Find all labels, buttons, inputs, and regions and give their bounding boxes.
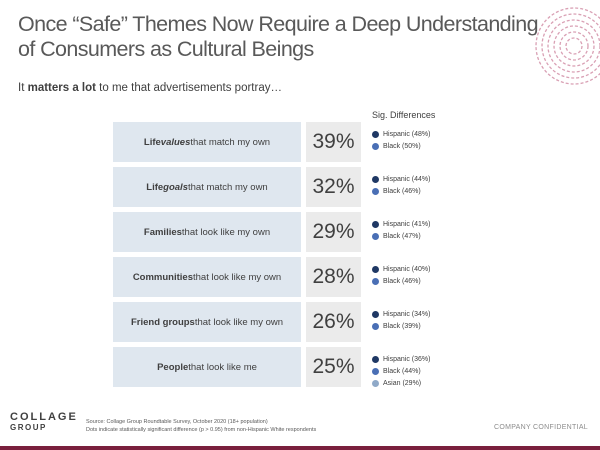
sig-difference-item: Black (46%) — [372, 275, 492, 287]
sig-difference-text: Black (47%) — [383, 232, 421, 240]
sig-difference-item: Black (47%) — [372, 230, 492, 242]
sig-differences-list: Hispanic (41%) Black (47%) — [372, 218, 492, 242]
company-logo: COLLAGE GROUP — [10, 411, 78, 433]
significance-dot-icon — [372, 130, 379, 138]
subtitle: It matters a lot to me that advertisemen… — [18, 82, 282, 94]
statement-row: People that look like me 25% Hispanic (36%… — [113, 347, 593, 387]
significance-dot-icon — [372, 187, 379, 195]
sig-difference-text: Black (39%) — [383, 322, 421, 330]
subtitle-suffix: to me that advertisements portray… — [95, 82, 282, 94]
sig-difference-item: Hispanic (36%) — [372, 353, 492, 365]
decorative-circle-pattern — [535, 7, 600, 85]
statement-row: Friend groups that look like my own 26% Hi… — [113, 302, 593, 342]
significance-dot-icon — [372, 310, 379, 318]
sig-difference-text: Black (46%) — [383, 187, 421, 195]
footnote: Source: Collage Group Roundtable Survey,… — [86, 418, 316, 434]
sig-difference-text: Black (50%) — [383, 142, 421, 150]
statement-keyword: Friend groups — [130, 316, 195, 328]
logo-line-2: GROUP — [10, 423, 47, 432]
statement-text: that match my own — [190, 136, 271, 148]
statement-row: Families that look like my own 29% Hispani… — [113, 212, 593, 252]
significance-dot-icon — [372, 355, 379, 363]
sig-difference-text: Black (46%) — [383, 277, 421, 285]
page-title: Once “Safe” Themes Now Require a Deep Un… — [18, 12, 539, 61]
statement-keyword: People — [157, 361, 189, 373]
sig-difference-item: Hispanic (34%) — [372, 308, 492, 320]
statement-label: Friend groups that look like my own — [113, 302, 301, 342]
confidential-label: COMPANY CONFIDENTIAL — [493, 424, 588, 431]
statement-row: Life goals that match my own 32% Hispanic … — [113, 167, 593, 207]
statement-label: People that look like me — [113, 347, 301, 387]
sig-difference-item: Black (46%) — [372, 185, 492, 197]
subtitle-emphasis: matters a lot — [27, 82, 96, 94]
statement-label: Communities that look like my own — [113, 257, 301, 297]
percentage-value: 29% — [306, 212, 361, 252]
statement-keyword: Life — [146, 181, 164, 193]
sig-difference-text: Hispanic (44%) — [383, 175, 431, 183]
sig-difference-item: Hispanic (40%) — [372, 263, 492, 275]
percentage-value: 32% — [306, 167, 361, 207]
statement-text: that match my own — [187, 181, 268, 193]
sig-difference-text: Hispanic (40%) — [383, 265, 431, 273]
sig-differences-header: Sig. Differences — [372, 110, 436, 120]
significance-dot-icon — [372, 367, 379, 375]
percentage-value: 39% — [306, 122, 361, 162]
statement-keyword: Life — [143, 136, 161, 148]
sig-difference-text: Black (44%) — [383, 367, 421, 375]
percentage-value: 28% — [306, 257, 361, 297]
sig-difference-item: Hispanic (41%) — [372, 218, 492, 230]
sig-differences-list: Hispanic (48%) Black (50%) — [372, 128, 492, 152]
subtitle-prefix: It — [18, 82, 28, 94]
significance-dot-icon — [372, 322, 379, 330]
footnote-dots-note: Dots indicate statistically significant … — [86, 427, 317, 433]
sig-difference-text: Hispanic (34%) — [383, 310, 431, 318]
statement-keyword: Families — [143, 226, 182, 238]
sig-differences-list: Hispanic (34%) Black (39%) — [372, 308, 492, 332]
sig-differences-list: Hispanic (44%) Black (46%) — [372, 173, 492, 197]
sig-difference-item: Black (44%) — [372, 365, 492, 377]
percentage-value: 25% — [306, 347, 361, 387]
significance-dot-icon — [372, 142, 379, 150]
significance-dot-icon — [372, 379, 379, 387]
sig-difference-item: Black (39%) — [372, 320, 492, 332]
statement-keyword-italic: goals — [163, 181, 188, 193]
significance-dot-icon — [372, 277, 379, 285]
sig-difference-item: Hispanic (48%) — [372, 128, 492, 140]
significance-dot-icon — [372, 175, 379, 183]
bottom-accent-bar — [0, 446, 600, 450]
statement-label: Life goals that match my own — [113, 167, 301, 207]
sig-differences-list: Hispanic (40%) Black (46%) — [372, 263, 492, 287]
sig-difference-item: Hispanic (44%) — [372, 173, 492, 185]
statement-row: Life values that match my own 39% Hispanic… — [113, 122, 593, 162]
sig-difference-text: Hispanic (48%) — [383, 130, 431, 138]
footnote-source: Source: Collage Group Roundtable Survey,… — [86, 419, 268, 425]
statement-keyword-italic: values — [160, 136, 191, 148]
sig-difference-item: Black (50%) — [372, 140, 492, 152]
sig-difference-text: Hispanic (41%) — [383, 220, 431, 228]
significance-dot-icon — [372, 220, 379, 228]
sig-difference-item: Asian (29%) — [372, 377, 492, 389]
statement-row: Communities that look like my own 28% Hisp… — [113, 257, 593, 297]
statement-text: that look like me — [188, 361, 257, 373]
significance-dot-icon — [372, 232, 379, 240]
logo-line-1: COLLAGE — [10, 411, 78, 423]
sig-difference-text: Asian (29%) — [383, 379, 422, 387]
statement-keyword: Communities — [132, 271, 193, 283]
statement-label: Families that look like my own — [113, 212, 301, 252]
statement-text: that look like my own — [193, 271, 282, 283]
sig-difference-text: Hispanic (36%) — [383, 355, 431, 363]
significance-dot-icon — [372, 265, 379, 273]
statement-text: that look like my own — [194, 316, 284, 328]
statement-label: Life values that match my own — [113, 122, 301, 162]
statement-text: that look like my own — [181, 226, 271, 238]
percentage-value: 26% — [306, 302, 361, 342]
sig-differences-list: Hispanic (36%) Black (44%) Asian (29%) — [372, 353, 492, 389]
